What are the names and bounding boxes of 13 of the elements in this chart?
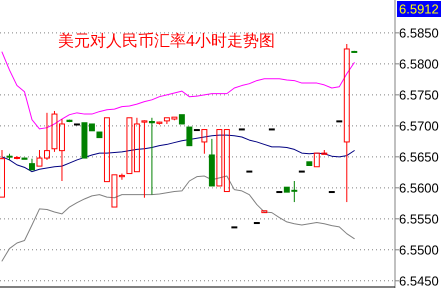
y-tick-label: 6.5650	[399, 149, 439, 164]
y-tick-label: 6.5500	[399, 242, 439, 258]
text: 6.5912	[399, 2, 439, 16]
y-tick-label: 6.5800	[399, 56, 439, 72]
text: 美元对人民币汇率4小时走势图	[58, 32, 275, 50]
line-series	[2, 52, 355, 130]
y-tick-label: 6.5450	[399, 273, 439, 288]
candlestick	[344, 44, 350, 203]
y-tick-label: 6.5600	[399, 180, 439, 196]
y-tick-label: 6.5550	[399, 211, 439, 226]
y-tick-label: 6.5700	[399, 118, 439, 134]
y-tick-label: 6.5850	[399, 25, 439, 40]
y-tick-label: 6.5750	[399, 87, 439, 102]
